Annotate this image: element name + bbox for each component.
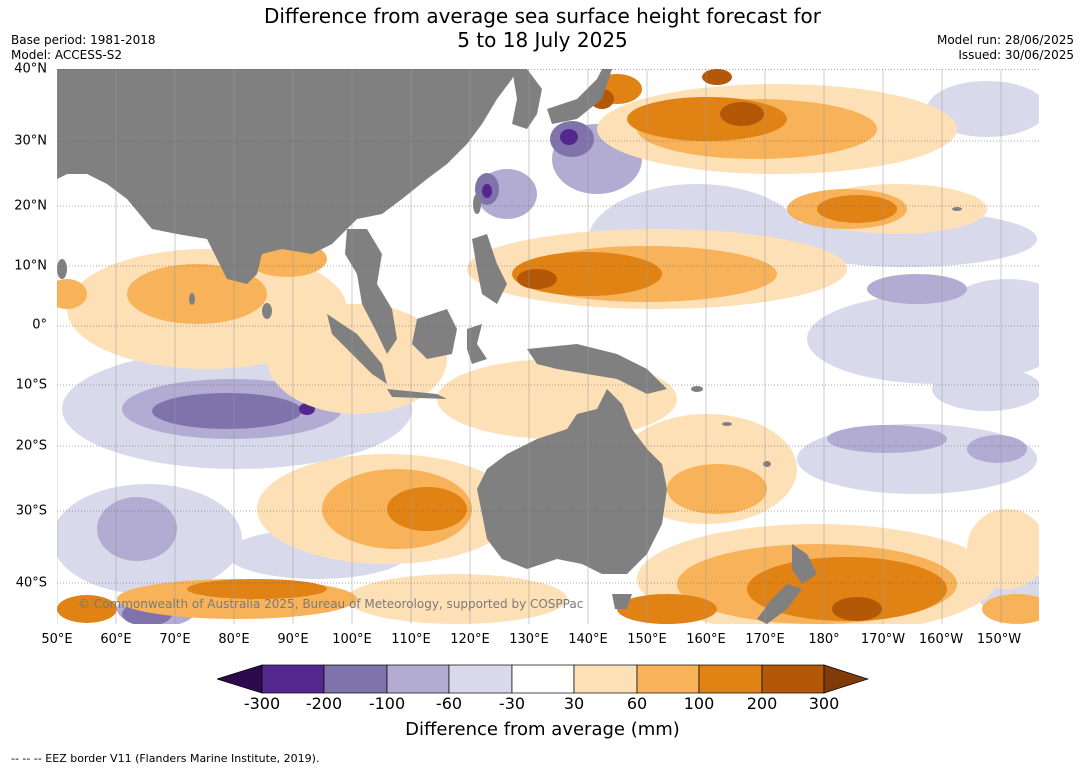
lat-label-30n: 30°N <box>14 133 47 149</box>
colorbar-tick-neg100: -100 <box>368 694 406 713</box>
colorbar-label: Difference from average (mm) <box>405 719 680 740</box>
colorbar-tick-60: 60 <box>626 694 648 713</box>
lon-label-170e: 170°E <box>745 632 785 647</box>
lon-label-100e: 100°E <box>332 632 372 647</box>
lon-label-160w: 160°W <box>918 632 964 647</box>
meta-left: Base period: 1981-2018 Model: ACCESS-S2 <box>11 33 156 63</box>
meridians <box>57 69 1002 624</box>
colorbar-tick-30: 30 <box>563 694 585 713</box>
issued-text: Issued: 30/06/2025 <box>958 48 1074 62</box>
colorbar-tick-neg300: -300 <box>243 694 281 713</box>
title-line-1: Difference from average sea surface heig… <box>263 4 822 28</box>
colorbar-tick-100: 100 <box>683 694 715 713</box>
eez-footer-note: -- -- -- EEZ border V11 (Flanders Marine… <box>11 752 320 765</box>
lon-label-130e: 130°E <box>509 632 549 647</box>
lon-label-70e: 70°E <box>159 632 191 647</box>
sea-level-anomaly-map <box>57 69 1039 624</box>
model-text: Model: ACCESS-S2 <box>11 48 123 62</box>
copyright-notice: © Commonwealth of Australia 2025, Bureau… <box>78 597 584 611</box>
lat-label-20s: 20°S <box>15 438 47 454</box>
lon-label-80e: 80°E <box>218 632 250 647</box>
lon-label-180: 180° <box>808 632 840 647</box>
lat-label-40n: 40°N <box>14 61 47 77</box>
lat-label-30s: 30°S <box>15 503 47 519</box>
land-masses <box>57 69 962 624</box>
lat-label-40s: 40°S <box>15 575 47 591</box>
colorbar <box>215 664 870 694</box>
lon-label-170w: 170°W <box>860 632 906 647</box>
lon-label-120e: 120°E <box>450 632 490 647</box>
anomaly-field <box>57 69 1039 624</box>
lat-label-0: 0° <box>32 317 47 333</box>
lat-label-20n: 20°N <box>14 198 47 214</box>
lon-label-90e: 90°E <box>277 632 309 647</box>
colorbar-tick-neg200: -200 <box>305 694 343 713</box>
lat-label-10n: 10°N <box>14 258 47 274</box>
meta-right: Model run: 28/06/2025 Issued: 30/06/2025 <box>937 33 1074 63</box>
model-run-text: Model run: 28/06/2025 <box>936 33 1074 47</box>
lon-label-110e: 110°E <box>391 632 431 647</box>
lon-label-50e: 50°E <box>41 632 73 647</box>
title-line-2: 5 to 18 July 2025 <box>457 28 628 52</box>
lon-label-160e: 160°E <box>686 632 726 647</box>
lon-label-150w: 150°W <box>976 632 1022 647</box>
lon-label-140e: 140°E <box>568 632 608 647</box>
colorbar-tick-neg60: -60 <box>435 694 463 713</box>
map-title: Difference from average sea surface heig… <box>0 4 1085 52</box>
colorbar-tick-200: 200 <box>746 694 778 713</box>
colorbar-tick-neg30: -30 <box>498 694 526 713</box>
lon-label-150e: 150°E <box>627 632 667 647</box>
colorbar-tick-300: 300 <box>808 694 840 713</box>
base-period-text: Base period: 1981-2018 <box>11 33 156 47</box>
lat-label-10s: 10°S <box>15 377 47 393</box>
lon-label-60e: 60°E <box>100 632 132 647</box>
